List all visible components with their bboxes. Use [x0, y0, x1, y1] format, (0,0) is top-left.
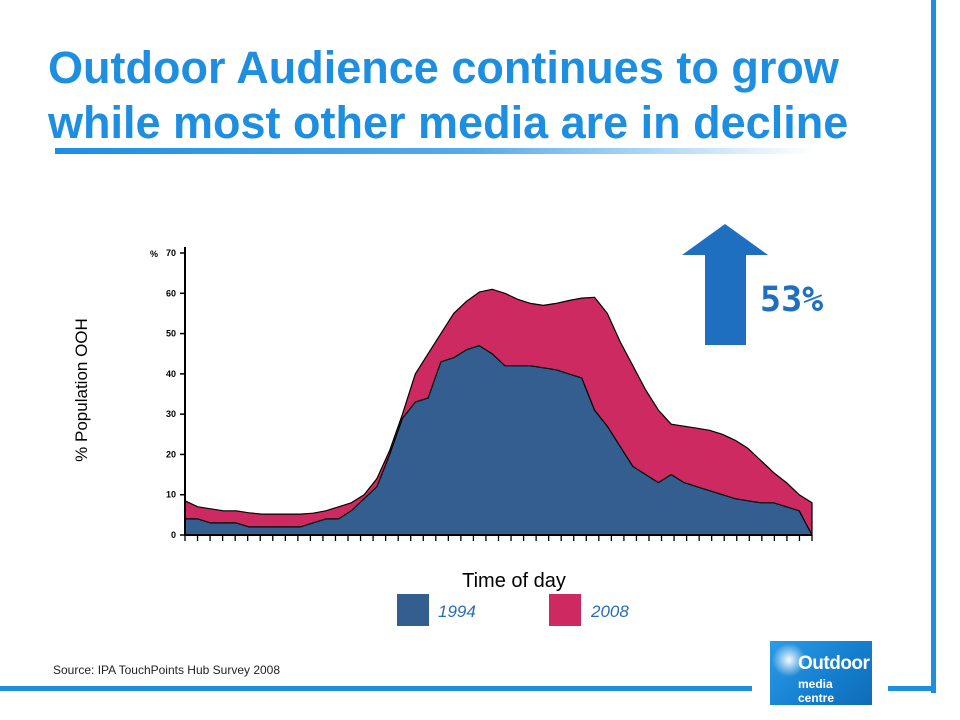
bottom-edge-rule — [0, 686, 752, 691]
y-unit-label: % — [150, 249, 158, 259]
y-axis-title: % Population OOH — [72, 318, 91, 462]
y-tick-label-20: 20 — [166, 449, 176, 459]
legend-swatch-1994 — [397, 594, 429, 626]
y-tick-label-60: 60 — [166, 288, 176, 298]
x-axis-title: Time of day — [462, 570, 566, 592]
y-tick-label-30: 30 — [166, 409, 176, 419]
bottom-edge-rule-right — [888, 686, 936, 691]
up-arrow-icon — [682, 224, 768, 345]
source-note: Source: IPA TouchPoints Hub Survey 2008 — [53, 663, 281, 677]
right-edge-rule — [931, 0, 936, 693]
logo-text-outdoor: Outdoor — [798, 653, 870, 674]
title-underline — [55, 148, 815, 154]
logo-text-media-centre: media centre — [798, 677, 835, 705]
area-series-1994 — [184, 345, 813, 536]
y-tick-label-70: 70 — [166, 248, 176, 258]
y-tick-label-40: 40 — [166, 369, 176, 379]
area-chart: 0 10 20 30 40 50 60 70% — [150, 247, 813, 541]
y-tick-label-50: 50 — [166, 329, 176, 339]
outdoor-media-centre-logo: Outdoor media centre — [770, 641, 872, 705]
legend-label-2008: 2008 — [591, 602, 629, 621]
legend-swatch-2008 — [549, 594, 581, 626]
logo-burst-icon — [772, 643, 806, 677]
growth-percentage: 53% — [760, 280, 824, 320]
legend-label-1994: 1994 — [438, 602, 476, 621]
slide-title: Outdoor Audience continues to grow while… — [48, 42, 849, 148]
y-tick-label-0: 0 — [171, 530, 176, 540]
y-tick-label-10: 10 — [166, 490, 176, 500]
